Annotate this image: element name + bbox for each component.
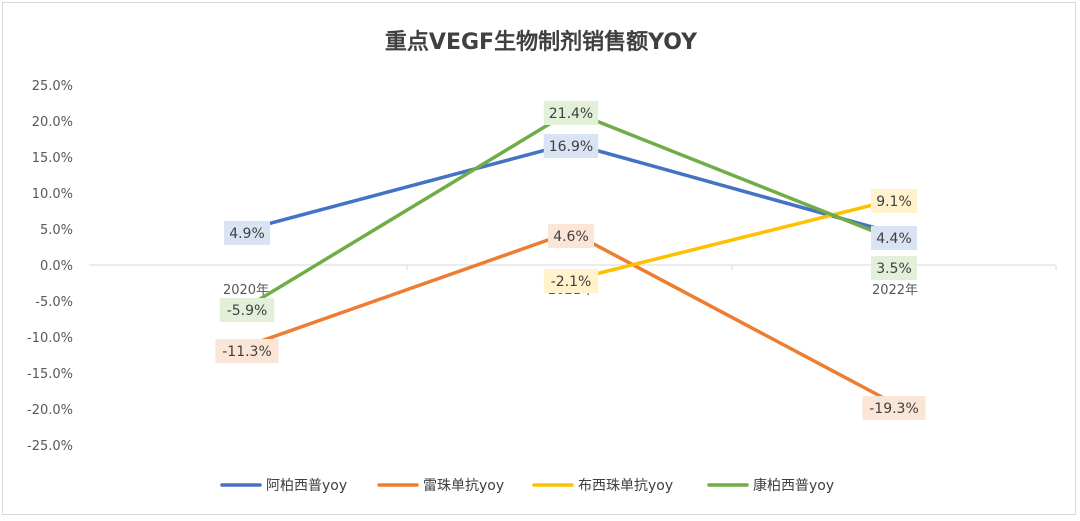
data-label: 21.4% <box>549 106 593 122</box>
data-label: 3.5% <box>876 261 912 277</box>
data-label: -5.9% <box>227 303 268 319</box>
chart-title: 重点VEGF生物制剂销售额YOY <box>385 29 698 55</box>
legend-label: 康柏西普yoy <box>753 477 834 494</box>
x-tick-label: 2020年 <box>223 283 269 298</box>
data-label: 4.6% <box>553 229 589 245</box>
legend-label: 雷珠单抗yoy <box>423 478 504 494</box>
data-label: 16.9% <box>549 139 593 155</box>
legend-label: 阿柏西普yoy <box>266 478 347 494</box>
y-tick-label: 5.0% <box>40 223 73 238</box>
data-label: 4.9% <box>229 226 265 242</box>
y-tick-label: -10.0% <box>27 331 73 346</box>
data-labels: 4.9% 16.9% 4.4% -11.3% 4.6% -19.3% -2.1% 9.1% -5… <box>215 101 926 420</box>
data-label: -19.3% <box>869 401 919 417</box>
data-label-box <box>871 189 917 213</box>
data-label-box <box>543 101 599 125</box>
data-label: -11.3% <box>222 344 272 360</box>
x-tick-label: 2022年 <box>872 283 918 298</box>
legend: 阿柏西普yoy 雷珠单抗yoy 布西珠单抗yoy 康柏西普yoy <box>220 477 834 494</box>
data-label: 9.1% <box>876 194 912 210</box>
y-axis: 25.0% 20.0% 15.0% 10.0% 5.0% 0.0% -5.0% -10.0% -… <box>27 79 73 454</box>
data-label-box <box>543 269 599 293</box>
y-tick-label: -5.0% <box>35 295 73 310</box>
data-label-box <box>215 339 279 363</box>
y-tick-label: 15.0% <box>32 151 73 166</box>
data-label-box <box>862 396 926 420</box>
data-label-box <box>871 256 917 280</box>
y-tick-label: 25.0% <box>32 79 73 94</box>
data-label: 4.4% <box>876 231 912 247</box>
data-label: -2.1% <box>551 274 592 290</box>
y-tick-label: 10.0% <box>32 187 73 202</box>
legend-label: 布西珠单抗yoy <box>578 478 673 494</box>
series-line <box>569 197 897 282</box>
y-tick-label: 20.0% <box>32 115 73 130</box>
series-line <box>244 230 897 406</box>
data-label-box <box>871 226 917 250</box>
y-tick-label: -25.0% <box>27 439 73 454</box>
data-label-box <box>224 221 270 245</box>
y-tick-label: -15.0% <box>27 367 73 382</box>
data-label-box <box>219 298 275 322</box>
data-label-box <box>548 224 594 248</box>
y-tick-label: -20.0% <box>27 403 73 418</box>
data-label-box <box>543 134 599 158</box>
y-tick-label: 0.0% <box>40 259 73 274</box>
line-chart: 重点VEGF生物制剂销售额YOY 25.0% 20.0% 15.0% 10.0% 5.0… <box>27 29 1057 494</box>
chart-frame: 重点VEGF生物制剂销售额YOY 25.0% 20.0% 15.0% 10.0% 5.0… <box>2 2 1076 515</box>
